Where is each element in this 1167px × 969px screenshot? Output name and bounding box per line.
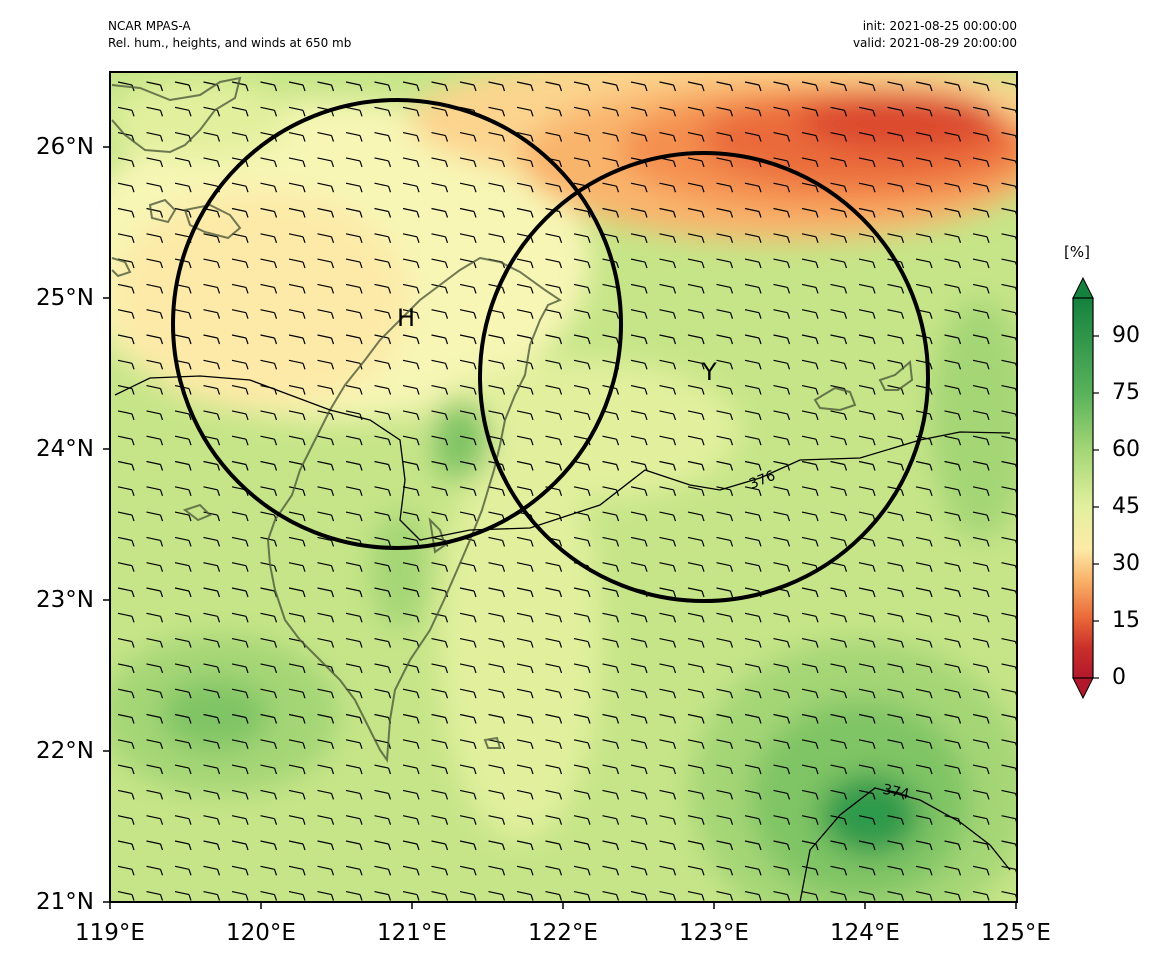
colorbar bbox=[1072, 276, 1099, 700]
circle-y-label: Y bbox=[701, 358, 717, 386]
colorbar-tick-90: 90 bbox=[1112, 323, 1140, 348]
header-left: NCAR MPAS-A Rel. hum., heights, and wind… bbox=[108, 18, 351, 52]
model-name: NCAR MPAS-A bbox=[108, 19, 191, 33]
init-time: init: 2021-08-25 00:00:00 bbox=[862, 19, 1017, 33]
y-tick-22n: 22°N bbox=[36, 738, 94, 764]
colorbar-tick-15: 15 bbox=[1112, 608, 1140, 633]
circle-h bbox=[171, 98, 623, 550]
x-tick-121e: 121°E bbox=[377, 920, 447, 946]
y-tick-23n: 23°N bbox=[36, 587, 94, 613]
contour-label-374: 374 bbox=[881, 782, 911, 803]
x-tick-125e: 125°E bbox=[981, 920, 1051, 946]
header-right: init: 2021-08-25 00:00:00 valid: 2021-08… bbox=[853, 18, 1017, 52]
x-tick-122e: 122°E bbox=[528, 920, 598, 946]
y-tick-24n: 24°N bbox=[36, 436, 94, 462]
valid-time: valid: 2021-08-29 20:00:00 bbox=[852, 36, 1017, 50]
y-tick-21n: 21°N bbox=[36, 889, 94, 915]
x-tick-123e: 123°E bbox=[679, 920, 749, 946]
y-tick-26n: 26°N bbox=[36, 134, 94, 160]
field-description: Rel. hum., heights, and winds at 650 mb bbox=[108, 36, 352, 50]
axis-ticks bbox=[103, 146, 1017, 909]
circle-h-label: H bbox=[397, 304, 415, 332]
colorbar-tick-75: 75 bbox=[1112, 380, 1140, 405]
wind-barb-paths bbox=[117, 81, 1017, 901]
x-tick-120e: 120°E bbox=[226, 920, 296, 946]
colorbar-tick-30: 30 bbox=[1112, 551, 1140, 576]
wind-barbs bbox=[117, 81, 1017, 901]
height-contours bbox=[114, 375, 1011, 902]
coastlines bbox=[111, 76, 914, 763]
circle-y bbox=[478, 151, 930, 603]
colorbar-unit: [%] bbox=[1064, 243, 1090, 261]
colorbar-tick-0: 0 bbox=[1112, 665, 1126, 690]
colorbar-tick-60: 60 bbox=[1112, 437, 1140, 462]
x-tick-124e: 124°E bbox=[830, 920, 900, 946]
colorbar-tick-45: 45 bbox=[1112, 494, 1140, 519]
y-tick-25n: 25°N bbox=[36, 285, 94, 311]
x-tick-119e: 119°E bbox=[75, 920, 145, 946]
